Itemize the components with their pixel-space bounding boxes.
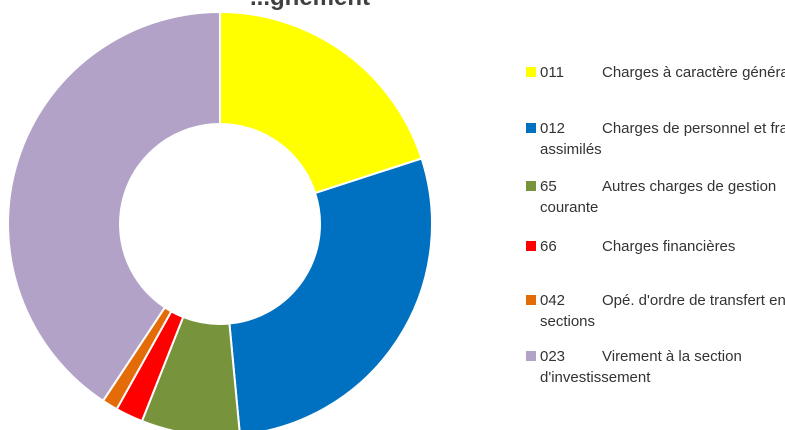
donut-slice-011 [219,10,423,195]
legend-code: 66 [540,238,557,255]
legend-description: Charges financières [602,238,736,255]
legend-label: 011 Charges à caractère général [526,62,785,83]
legend-swatch [526,295,536,305]
legend-label: 66 Charges financières [526,236,785,257]
legend-label: 023 Virement à la section d'investissemen… [526,346,785,388]
legend-code: 012 [540,120,566,137]
legend-swatch [526,123,536,133]
legend-item-042: 042 Opé. d'ordre de transfert entre secti… [526,290,785,332]
legend-item-012: 012 Charges de personnel et frais assimil… [526,118,785,160]
legend-description: Virement à la section d'investissement [540,348,742,386]
legend-label: 65 Autres charges de gestion courante [526,176,785,218]
legend-description: Charges à caractère général [602,64,785,81]
legend-swatch [526,181,536,191]
donut-slice-012 [228,157,433,430]
chart-legend: 011 Charges à caractère général 012 Charges… [526,0,785,430]
donut-slice-023 [7,10,221,403]
legend-swatch [526,241,536,251]
legend-code: 023 [540,348,566,365]
legend-code: 65 [540,178,557,195]
legend-swatch [526,351,536,361]
donut-chart [7,10,433,430]
legend-code: 042 [540,292,566,309]
chart-title: ...gnement [250,0,370,12]
legend-description: Opé. d'ordre de transfert entre sections [540,292,785,330]
legend-swatch [526,67,536,77]
legend-label: 042 Opé. d'ordre de transfert entre secti… [526,290,785,332]
legend-code: 011 [540,64,564,81]
legend-item-66: 66 Charges financières [526,236,785,257]
legend-item-023: 023 Virement à la section d'investissemen… [526,346,785,388]
legend-item-65: 65 Autres charges de gestion courante [526,176,785,218]
legend-description: Charges de personnel et frais assimilés [540,120,785,158]
legend-description: Autres charges de gestion courante [540,178,777,216]
legend-label: 012 Charges de personnel et frais assimil… [526,118,785,160]
legend-item-011: 011 Charges à caractère général [526,62,785,83]
